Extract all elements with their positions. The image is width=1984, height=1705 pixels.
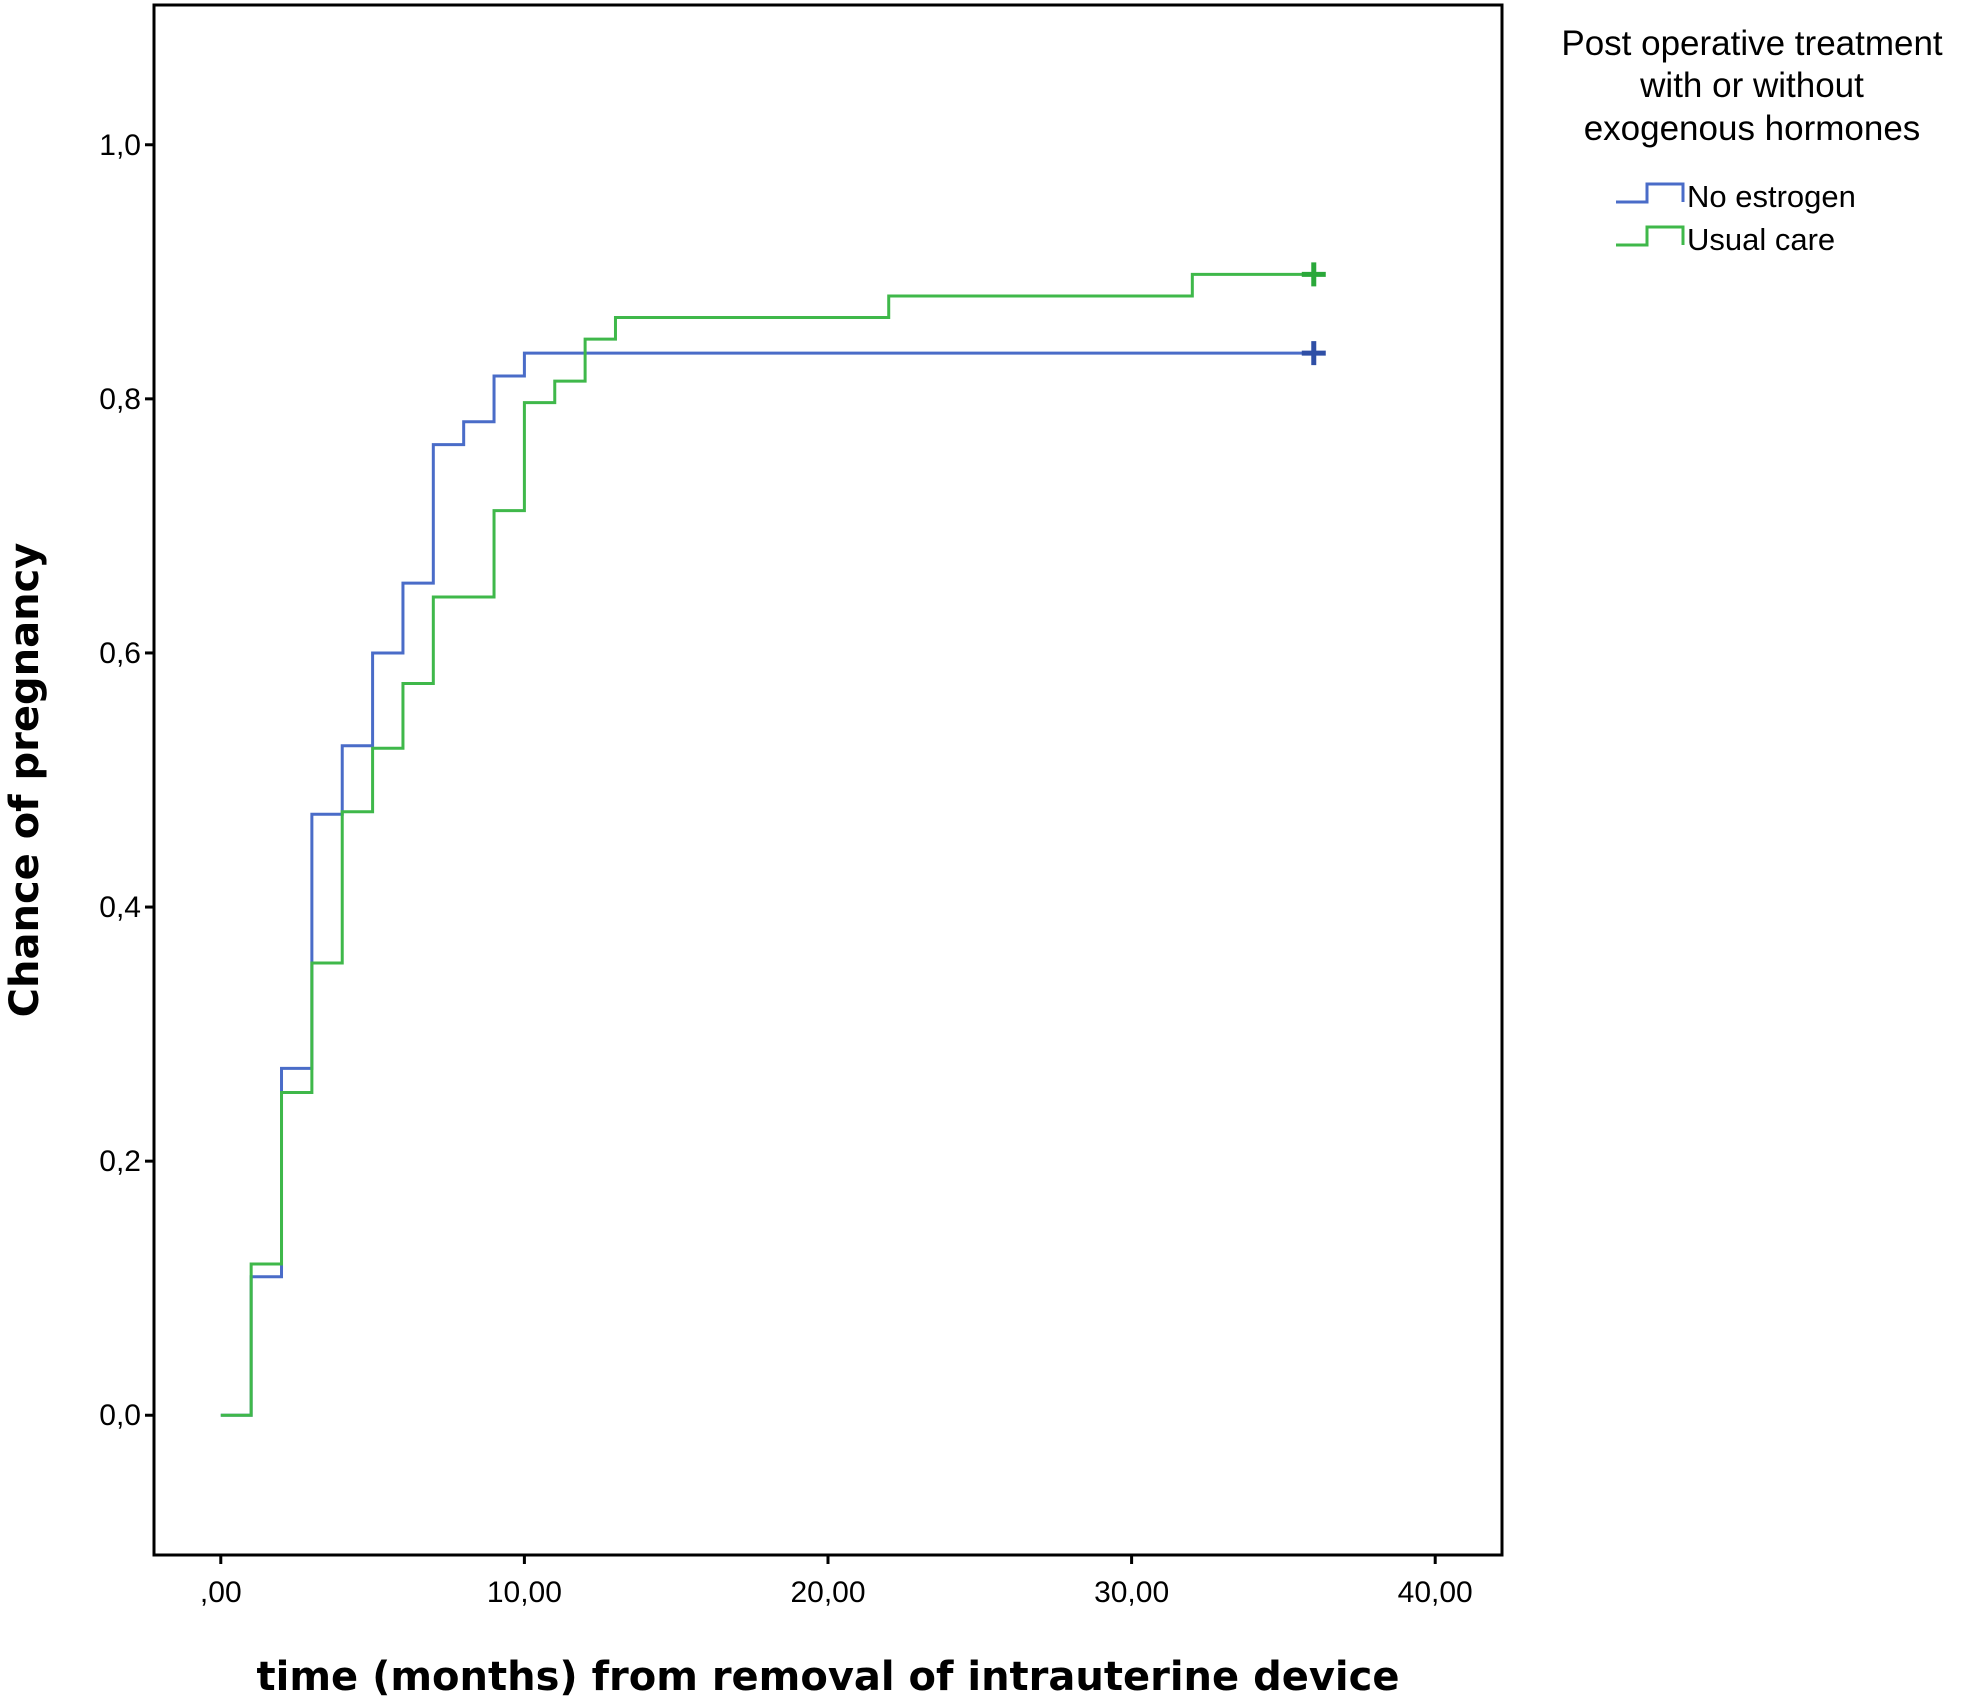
censor-markers [1301, 262, 1326, 366]
x-tick-label: ,00 [200, 1576, 242, 1609]
x-tick-label: 20,00 [790, 1576, 865, 1609]
y-tick-label: 1,0 [99, 129, 141, 162]
legend-title-line-2: with or without [1639, 66, 1864, 105]
y-tick-label: 0,2 [99, 1145, 141, 1178]
legend-title-line-1: Post operative treatment [1561, 24, 1943, 63]
x-axis-title: time (months) from removal of intrauteri… [257, 1654, 1400, 1700]
y-tick-label: 0,6 [99, 637, 141, 670]
censor-mark-no-estrogen [1301, 341, 1326, 366]
y-tick-label: 0,0 [99, 1399, 141, 1432]
x-tick-label: 30,00 [1094, 1576, 1169, 1609]
legend-title-line-3: exogenous hormones [1584, 109, 1921, 148]
legend-label-no-estrogen: No estrogen [1687, 179, 1856, 214]
legend-swatch-usual-care [1616, 225, 1685, 247]
series-layer [220, 272, 1314, 1417]
censor-mark-usual-care [1301, 262, 1326, 287]
x-tick-label: 40,00 [1398, 1576, 1473, 1609]
y-axis-title: Chance of pregnancy [2, 543, 48, 1018]
x-axis: ,00 10,00 20,00 30,00 40,00 [200, 1555, 1473, 1609]
x-tick-label: 10,00 [487, 1576, 562, 1609]
legend: Post operative treatment with or without… [1561, 24, 1943, 257]
y-tick-label: 0,4 [99, 891, 141, 924]
series-line-usual-care [220, 272, 1314, 1417]
legend-label-usual-care: Usual care [1687, 222, 1835, 257]
y-axis: 0,0 0,2 0,4 0,6 0,8 1,0 [99, 129, 154, 1432]
y-tick-label: 0,8 [99, 383, 141, 416]
legend-swatch-no-estrogen [1616, 182, 1685, 204]
